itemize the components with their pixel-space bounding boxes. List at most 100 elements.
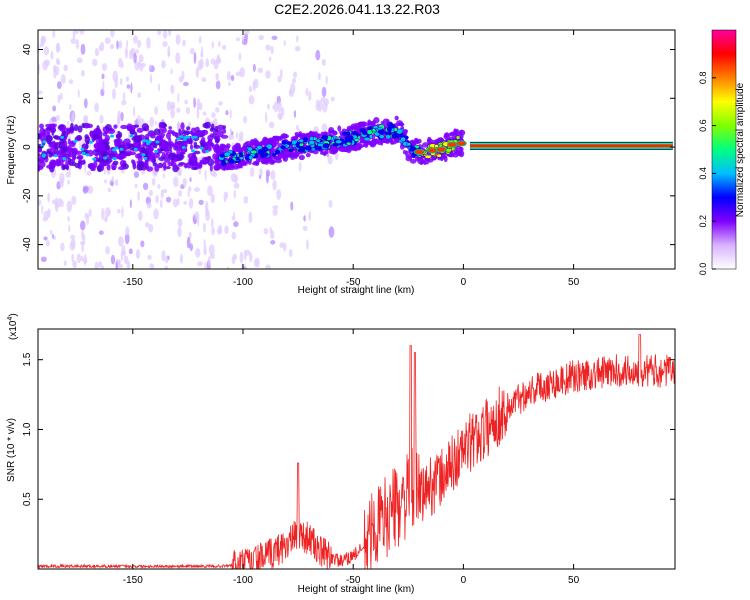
ridge-core — [288, 148, 294, 153]
noise-speckle — [238, 52, 242, 61]
noise-speckle — [80, 240, 86, 246]
noise-speckle — [88, 208, 92, 217]
noise-speckle — [133, 171, 140, 179]
noise-speckle — [103, 163, 107, 176]
noise-speckle — [308, 90, 312, 101]
noise-speckle — [283, 40, 286, 46]
band-blob — [102, 158, 110, 163]
band-blob — [205, 141, 214, 148]
noise-speckle — [110, 181, 114, 187]
noise-speckle — [170, 68, 173, 75]
ridge-core — [377, 129, 385, 135]
ridge-blob — [440, 153, 446, 160]
band-blob — [132, 159, 136, 167]
noise-speckle — [135, 248, 141, 260]
noise-speckle — [128, 49, 134, 60]
ridge-blob — [268, 159, 274, 165]
noise-speckle — [104, 37, 111, 44]
noise-speckle — [271, 35, 278, 40]
noise-speckle — [229, 109, 232, 119]
ridge-core — [250, 149, 257, 155]
noise-speckle — [136, 48, 139, 54]
noise-speckle — [121, 61, 124, 69]
noise-speckle — [124, 46, 129, 59]
noise-speckle — [121, 245, 126, 256]
spectrogram-frame — [37, 29, 676, 270]
noise-speckle — [162, 41, 168, 47]
noise-speckle — [137, 114, 141, 127]
noise-speckle — [69, 103, 72, 110]
noise-speckle — [138, 54, 144, 63]
band-blob — [68, 126, 75, 133]
transition-blob — [413, 148, 425, 155]
band-blob — [81, 122, 86, 129]
ridge-blob — [373, 117, 380, 124]
ridge-blob — [236, 146, 242, 153]
noise-speckle — [225, 191, 229, 199]
noise-speckle — [203, 245, 207, 256]
band-blob — [77, 159, 83, 164]
noise-speckle — [168, 30, 172, 37]
transition-blob — [435, 146, 447, 153]
noise-speckle — [72, 260, 77, 269]
ridge-blob — [229, 163, 234, 169]
noise-speckle — [41, 35, 47, 44]
figure-title: C2E2.2026.041.13.22.R03 — [274, 1, 440, 17]
ridge-blob — [225, 163, 232, 171]
band-highlight — [80, 147, 85, 151]
noise-speckle — [272, 205, 279, 210]
transition-blob — [455, 140, 467, 147]
band-blob — [111, 166, 116, 171]
ridge-blob — [409, 159, 417, 164]
snr-multiplier: (x104) — [7, 313, 19, 340]
band-highlight — [112, 148, 117, 152]
band-blob — [100, 151, 106, 157]
band-blob — [129, 129, 136, 135]
noise-speckle — [105, 246, 110, 255]
noise-speckle — [68, 79, 74, 85]
ridge-core — [366, 129, 373, 135]
spectrogram-panel: -150 -100 -50 0 50 -40 -20 0 20 40 Height of str… — [6, 29, 676, 296]
spectrogram-ytick-label: -40 — [22, 237, 33, 252]
noise-speckle — [126, 39, 129, 48]
band-highlight — [42, 140, 47, 144]
noise-speckle — [195, 67, 200, 78]
snr-multiplier-base: (x10 — [8, 320, 19, 340]
ridge-blob — [233, 147, 237, 151]
noise-speckle — [210, 217, 214, 229]
ridge-blob — [309, 130, 313, 137]
band-blob — [40, 131, 46, 136]
noise-speckle — [170, 108, 175, 119]
noise-speckle — [70, 234, 76, 240]
noise-speckle — [279, 242, 284, 248]
ridge-blob — [262, 136, 269, 144]
ridge-blob — [237, 162, 243, 169]
band-blob — [58, 140, 65, 145]
noise-speckle — [83, 98, 88, 109]
band-highlight — [81, 151, 86, 155]
band-blob — [216, 124, 225, 131]
band-blob — [168, 152, 176, 161]
band-highlight — [119, 147, 124, 151]
band-highlight — [199, 146, 204, 150]
band-highlight — [205, 149, 210, 153]
noise-speckle — [205, 58, 210, 68]
noise-speckle — [142, 182, 149, 191]
band-highlight — [62, 157, 67, 161]
noise-speckle — [141, 62, 146, 68]
noise-speckle — [154, 106, 159, 115]
noise-speckle — [210, 58, 216, 65]
noise-speckle — [125, 76, 130, 82]
noise-speckle — [94, 102, 99, 113]
noise-speckle — [78, 138, 82, 149]
band-highlight — [40, 145, 45, 149]
noise-speckle — [288, 88, 293, 95]
ridge-blob — [427, 136, 432, 143]
band-blob — [108, 152, 115, 158]
noise-speckle — [57, 94, 61, 104]
ridge-core — [305, 145, 312, 151]
noise-speckle — [53, 235, 56, 241]
noise-speckle — [79, 220, 86, 231]
noise-speckle — [147, 254, 152, 261]
band-blob — [61, 163, 66, 171]
